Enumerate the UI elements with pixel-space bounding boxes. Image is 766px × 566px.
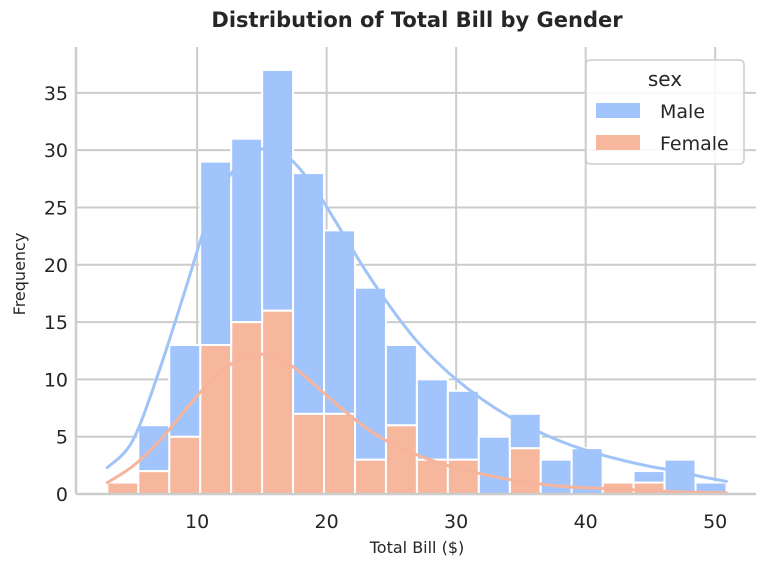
y-tick-label: 25	[44, 197, 68, 219]
bar-male	[261, 68, 295, 312]
bar-male	[477, 435, 511, 496]
kde-curves	[105, 147, 728, 495]
tick-labels: 0 5 10 15 20 25 30 35 10 20 30 40 50	[44, 83, 727, 533]
legend-swatch-male	[596, 103, 640, 118]
bar-female	[261, 309, 295, 495]
bar-male	[446, 389, 480, 461]
bar-female	[106, 481, 140, 495]
x-tick-label: 20	[315, 511, 339, 533]
bar-male	[199, 160, 233, 346]
bar-male	[323, 229, 356, 415]
legend-title: sex	[648, 67, 682, 91]
legend-swatch-female	[596, 135, 640, 150]
y-axis-label: Frequency	[10, 233, 29, 316]
x-axis-label: Total Bill ($)	[369, 538, 465, 557]
y-tick-label: 15	[44, 312, 68, 334]
legend: sex Male Female	[585, 59, 745, 165]
kde-male	[105, 147, 728, 483]
bar-male	[570, 447, 604, 495]
bar-female	[323, 412, 356, 495]
x-tick-label: 10	[185, 511, 209, 533]
bar-female	[508, 447, 542, 495]
x-tick-label: 40	[574, 511, 598, 533]
bar-female	[137, 470, 171, 496]
bar-female	[168, 435, 202, 496]
y-tick-label: 20	[44, 255, 68, 277]
bar-male	[415, 378, 449, 461]
bar-male	[353, 286, 387, 461]
y-tick-label: 5	[56, 427, 68, 449]
bar-male	[632, 470, 666, 484]
bar-male	[292, 172, 326, 415]
chart-title: Distribution of Total Bill by Gender	[211, 8, 623, 32]
y-tick-label: 10	[44, 369, 68, 391]
y-tick-label: 0	[56, 484, 68, 506]
x-tick-label: 50	[703, 511, 727, 533]
bar-female	[353, 458, 387, 496]
kde-female	[105, 352, 728, 495]
bar-female	[230, 321, 264, 496]
bar-male	[663, 458, 697, 496]
bar-female	[384, 424, 418, 496]
legend-label-male: Male	[660, 101, 705, 123]
bar-female	[446, 458, 480, 496]
legend-label-female: Female	[660, 133, 729, 155]
bar-male	[539, 458, 573, 496]
x-tick-label: 30	[444, 511, 468, 533]
y-tick-label: 35	[44, 83, 68, 105]
bar-female	[292, 412, 326, 495]
y-tick-label: 30	[44, 140, 68, 162]
axes	[74, 47, 756, 496]
bar-male	[384, 344, 418, 427]
